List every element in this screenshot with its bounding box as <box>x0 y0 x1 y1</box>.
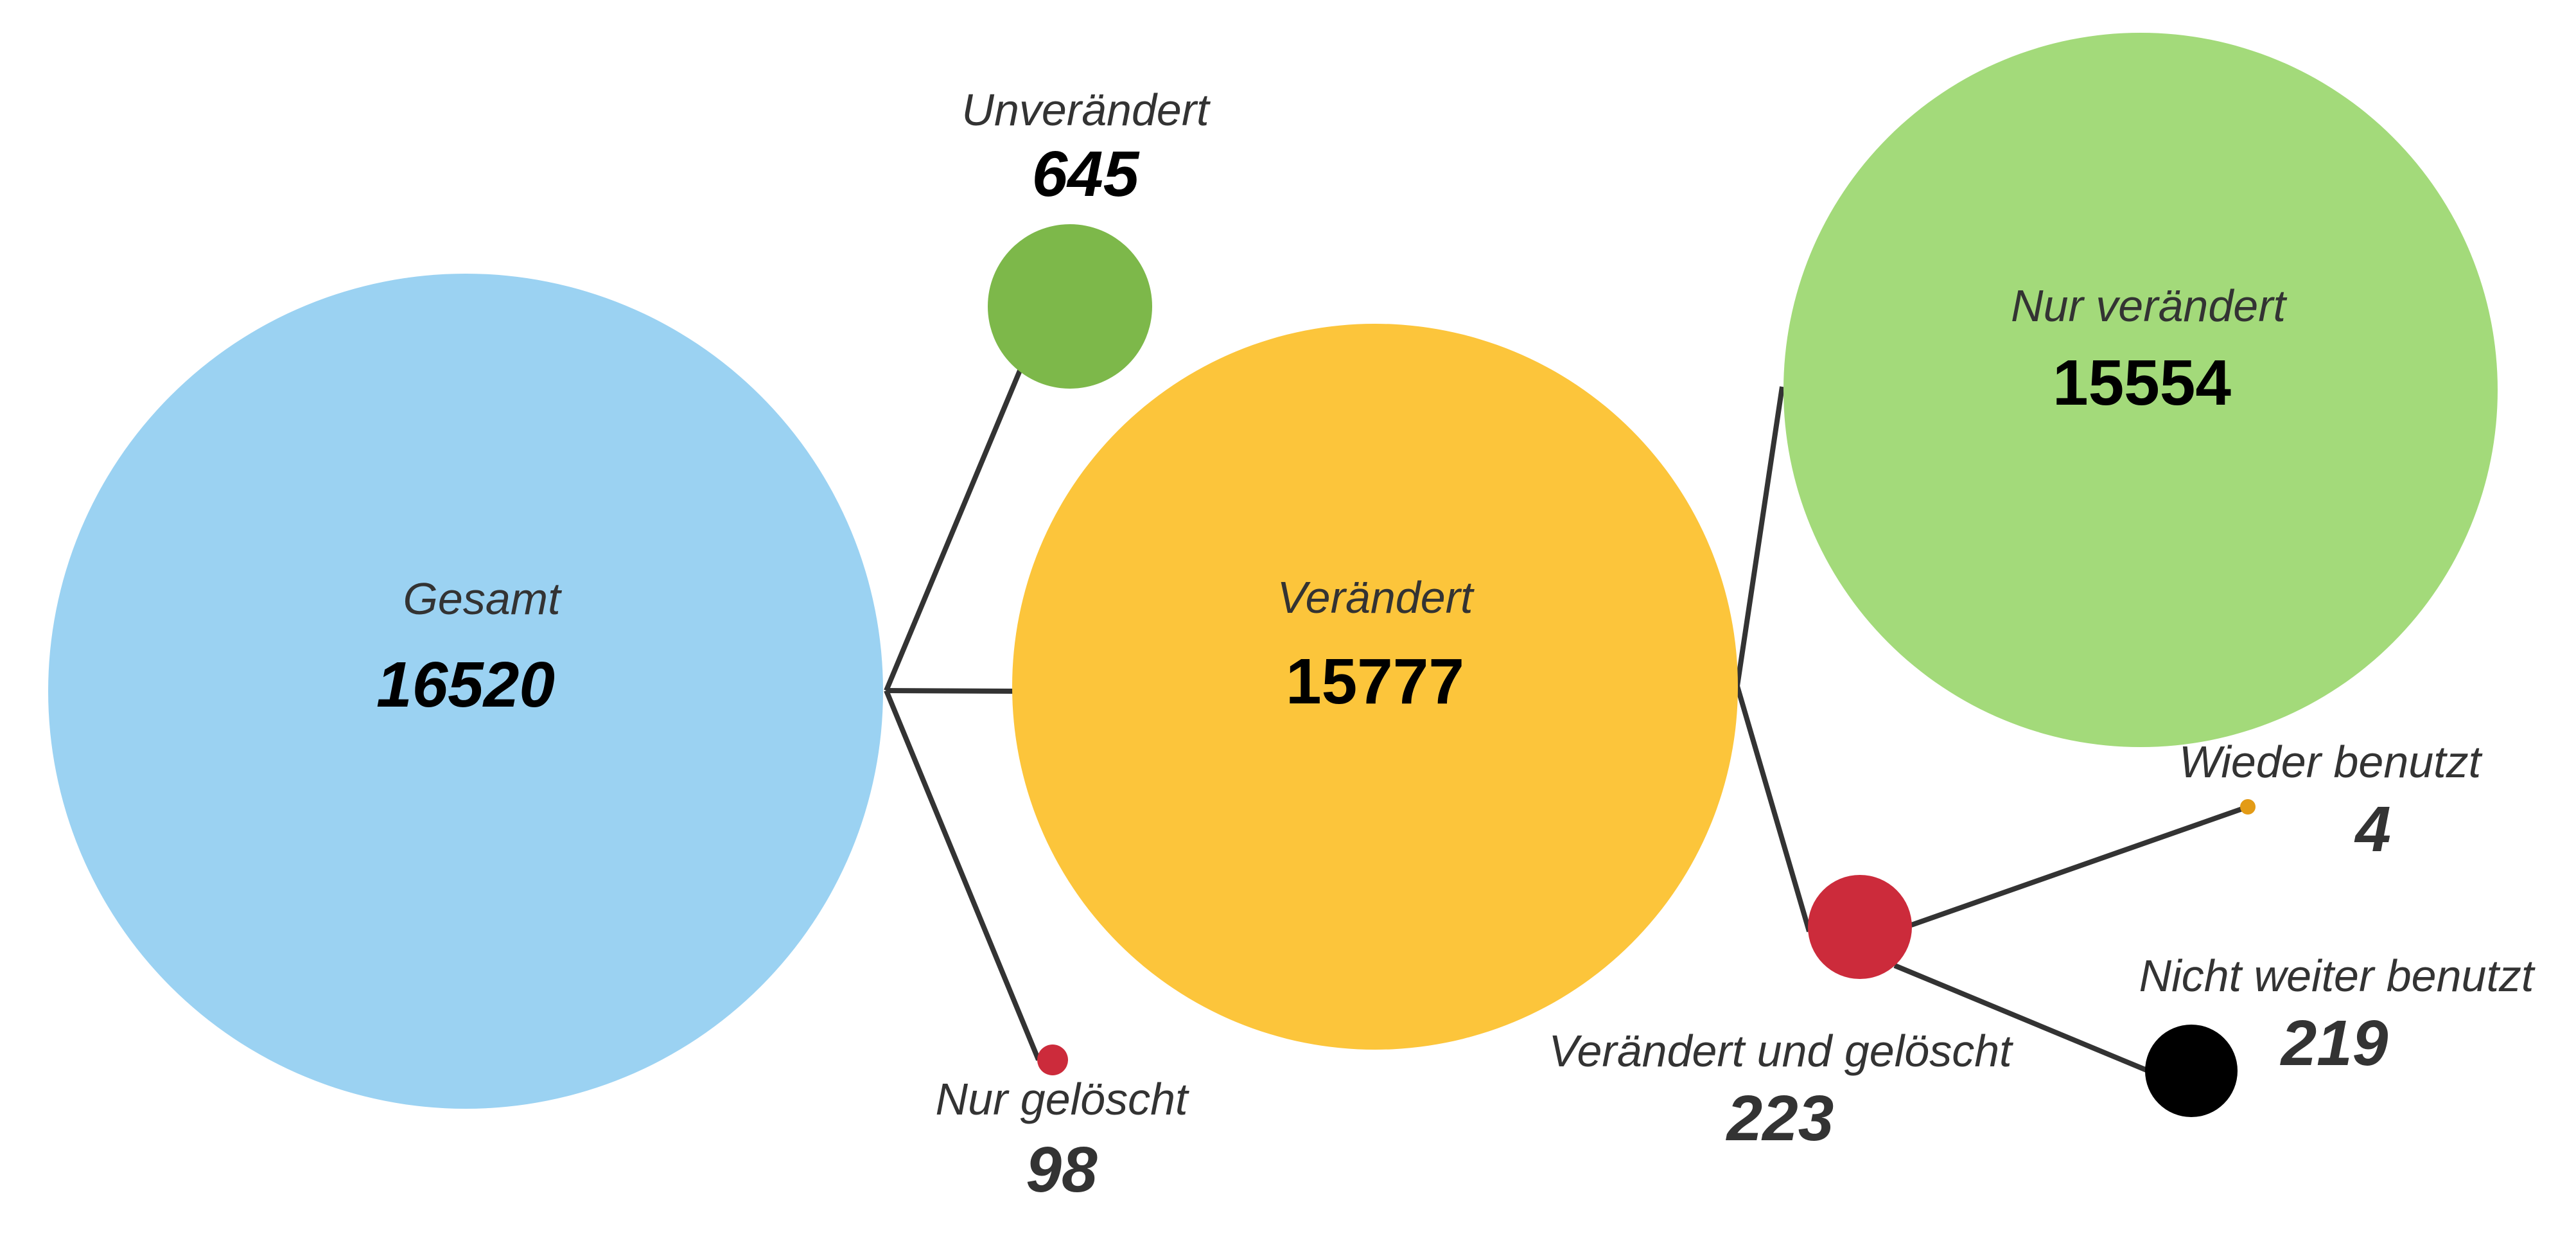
bubble-not-reused <box>2145 1025 2238 1117</box>
label-not-reused-value: 219 <box>2280 1007 2388 1079</box>
bubble-changed <box>1012 324 1738 1050</box>
label-only-deleted-name: Nur gelöscht <box>936 1074 1190 1124</box>
label-only-deleted-value: 98 <box>1026 1134 1098 1206</box>
label-changed-value: 15777 <box>1286 646 1464 718</box>
bubble-changed-and-deleted <box>1808 875 1912 979</box>
bubble-total <box>48 274 883 1109</box>
label-changed-name: Verändert <box>1277 572 1475 622</box>
label-changed-and-deleted-value: 223 <box>1726 1082 1834 1154</box>
connector-deleted-reused <box>1910 804 2249 928</box>
connector-changed-deleted <box>1735 685 1812 933</box>
label-unchanged-name: Unverändert <box>961 85 1211 135</box>
label-only-changed-value: 15554 <box>2053 347 2231 419</box>
connector-total-unchanged <box>884 366 1024 692</box>
label-total-value: 16520 <box>376 649 555 721</box>
connectors <box>884 366 2249 1073</box>
bubble-only-deleted <box>1037 1045 1068 1075</box>
label-only-changed-name: Nur verändert <box>2011 281 2288 331</box>
label-unchanged-value: 645 <box>1032 138 1140 210</box>
bubble-only-changed <box>1783 33 2498 747</box>
bubble-reused <box>2240 799 2256 815</box>
connector-total-only-deleted <box>884 689 1041 1061</box>
bubble-unchanged <box>988 224 1152 389</box>
label-reused-value: 4 <box>2354 793 2391 865</box>
connector-deleted-not-reused <box>1893 963 2150 1073</box>
label-not-reused-name: Nicht weiter benutzt <box>2139 951 2536 1001</box>
label-changed-and-deleted-name: Verändert und gelöscht <box>1548 1026 2013 1076</box>
label-reused-name: Wieder benutzt <box>2179 737 2483 787</box>
label-total-name: Gesamt <box>403 574 562 624</box>
connector-changed-only-changed <box>1735 386 1785 687</box>
